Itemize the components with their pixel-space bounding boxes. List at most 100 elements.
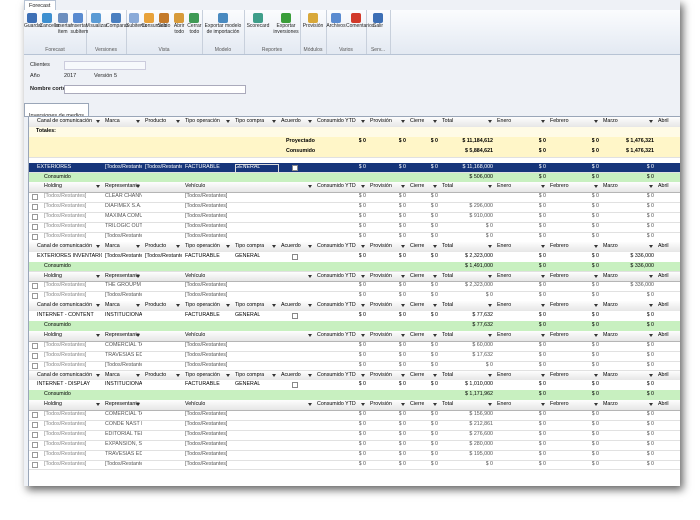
ribbon-button[interactable]: Visualizar [86,13,108,30]
ribbon-button[interactable]: Cancelar [40,13,60,30]
filter-icon[interactable] [361,185,365,189]
ribbon-button[interactable]: Consumido [141,13,166,30]
filter-icon[interactable] [649,274,653,278]
filter-icon[interactable] [401,403,405,407]
filter-icon[interactable] [308,403,312,407]
sheet-tab[interactable]: Inversiones de medios [24,103,90,119]
filter-icon[interactable] [433,403,437,407]
filter-icon[interactable] [96,403,100,407]
filter-icon[interactable] [136,333,140,337]
filter-icon[interactable] [401,244,405,248]
ribbon-button[interactable]: Comentarios [346,13,374,30]
filter-icon[interactable] [308,333,312,337]
filter-icon[interactable] [361,244,365,248]
filter-icon[interactable] [488,244,492,248]
expand-box[interactable] [32,283,38,290]
filter-icon[interactable] [401,274,405,278]
filter-icon[interactable] [541,274,545,278]
filter-icon[interactable] [433,120,437,123]
filter-icon[interactable] [541,304,545,308]
filter-icon[interactable] [594,403,598,407]
filter-icon[interactable] [176,120,180,123]
filter-icon[interactable] [96,185,100,189]
filter-icon[interactable] [649,120,653,123]
acuerdo-checkbox[interactable] [292,253,298,260]
filter-icon[interactable] [361,120,365,123]
filter-icon[interactable] [136,185,140,189]
filter-icon[interactable] [308,185,312,189]
filter-icon[interactable] [433,274,437,278]
filter-icon[interactable] [226,244,230,248]
filter-icon[interactable] [541,403,545,407]
ribbon-button[interactable]: Comparar [106,13,128,30]
expand-box[interactable] [32,214,38,221]
acuerdo-checkbox[interactable] [292,164,298,171]
expand-box[interactable] [32,422,38,428]
filter-icon[interactable] [433,373,437,377]
filter-icon[interactable] [308,120,312,123]
expand-box[interactable] [32,204,38,211]
ribbon-button[interactable]: Archivos [326,13,346,30]
filter-icon[interactable] [594,120,598,123]
nombre-corto-field[interactable] [64,85,246,94]
filter-icon[interactable] [649,185,653,189]
filter-icon[interactable] [594,274,598,278]
tipo-compra-dropdown[interactable] [235,163,279,173]
expand-box[interactable] [32,194,38,201]
filter-icon[interactable] [649,373,653,377]
filter-icon[interactable] [541,333,545,337]
clientes-field[interactable] [64,61,146,70]
filter-icon[interactable] [594,373,598,377]
filter-icon[interactable] [176,373,180,377]
filter-icon[interactable] [488,120,492,123]
filter-icon[interactable] [649,304,653,308]
expand-box[interactable] [32,342,38,349]
filter-icon[interactable] [136,120,140,123]
filter-icon[interactable] [649,403,653,407]
filter-icon[interactable] [433,185,437,189]
expand-box[interactable] [32,461,38,468]
filter-icon[interactable] [96,304,100,308]
filter-icon[interactable] [433,244,437,248]
expand-box[interactable] [32,233,38,240]
filter-icon[interactable] [541,373,545,377]
tipo-compra-dropdown[interactable] [235,253,279,262]
expand-box[interactable] [32,412,38,419]
filter-icon[interactable] [594,304,598,308]
filter-icon[interactable] [361,274,365,278]
filter-icon[interactable] [226,373,230,377]
expand-box[interactable] [32,352,38,359]
acuerdo-checkbox[interactable] [292,313,298,320]
ribbon-button[interactable]: Salir [366,13,390,30]
ribbon-button[interactable]: Exportar modelo de importación [202,13,244,35]
filter-icon[interactable] [96,274,100,278]
filter-icon[interactable] [308,373,312,377]
ribbon-button[interactable]: Provisión [300,13,326,30]
filter-icon[interactable] [401,120,405,123]
filter-icon[interactable] [136,244,140,248]
filter-icon[interactable] [136,274,140,278]
filter-icon[interactable] [96,244,100,248]
expand-box[interactable] [32,451,38,458]
ribbon-button[interactable]: Saldo [156,13,171,30]
filter-icon[interactable] [136,403,140,407]
acuerdo-checkbox[interactable] [292,382,298,389]
filter-icon[interactable] [488,333,492,337]
filter-icon[interactable] [96,373,100,377]
filter-icon[interactable] [308,274,312,278]
ribbon-button[interactable]: Guardar [24,13,42,30]
filter-icon[interactable] [272,304,276,308]
ribbon-button[interactable]: Abrir todo [172,13,187,35]
filter-icon[interactable] [96,333,100,337]
filter-icon[interactable] [594,333,598,337]
filter-icon[interactable] [594,185,598,189]
filter-icon[interactable] [176,244,180,248]
filter-icon[interactable] [541,244,545,248]
filter-icon[interactable] [433,333,437,337]
filter-icon[interactable] [361,304,365,308]
filter-icon[interactable] [226,304,230,308]
filter-icon[interactable] [272,373,276,377]
ribbon-button[interactable]: Insertar subítem [71,13,88,35]
ribbon-button[interactable]: Insertar ítem [55,13,72,35]
filter-icon[interactable] [488,304,492,308]
